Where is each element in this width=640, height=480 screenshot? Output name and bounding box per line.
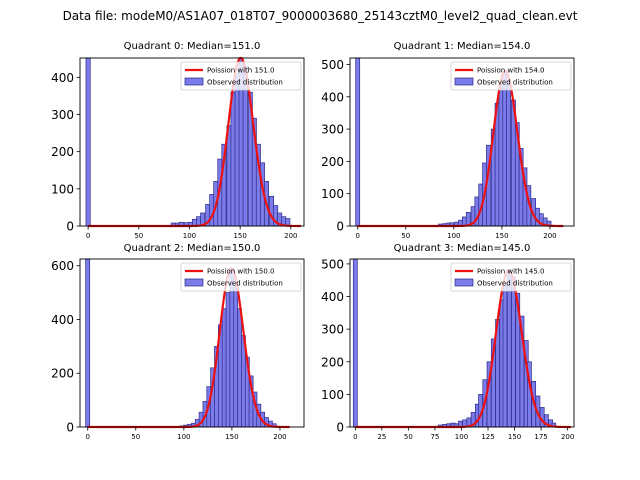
subplot-title: Quadrant 0: Median=151.0 [124, 41, 261, 52]
x-tick-label: 125 [481, 433, 494, 441]
legend-bar-swatch [184, 278, 204, 287]
histogram-bar [226, 125, 232, 227]
figure-suptitle: Data file: modeM0/AS1A07_018T07_90000036… [63, 9, 578, 23]
x-tick-label: 200 [561, 433, 574, 441]
x-tick-label: 100 [455, 433, 468, 441]
y-tick-label: 400 [51, 71, 74, 85]
y-tick-label: 100 [321, 388, 344, 402]
histogram-bar [502, 283, 508, 428]
y-tick-label: 400 [51, 313, 74, 327]
legend-bar-swatch [454, 77, 474, 86]
legend-label-observed: Observed distribution [207, 79, 283, 87]
legend-label-observed: Observed distribution [207, 280, 283, 288]
histogram-bar [511, 276, 516, 428]
histogram-bar [502, 70, 508, 227]
x-tick-label: 100 [183, 232, 196, 240]
legend-box [450, 61, 572, 91]
axes-frame [79, 258, 305, 428]
legend-label-poisson: Poission with 150.0 [207, 268, 275, 276]
y-tick-label: 600 [51, 259, 74, 273]
y-tick-label: 0 [336, 220, 344, 234]
legend-label-poisson: Poission with 151.0 [207, 67, 275, 75]
y-tick-label: 200 [321, 155, 344, 169]
x-tick-label: 0 [86, 232, 90, 240]
histogram-bar [237, 308, 242, 428]
legend-box [180, 262, 302, 292]
legend-bar-swatch [184, 77, 204, 86]
x-tick-label: 50 [134, 232, 143, 240]
histogram-bar-zero [352, 258, 358, 428]
histogram-bar [498, 83, 504, 227]
y-tick-label: 0 [66, 220, 74, 234]
histogram-bar-zero [85, 258, 91, 428]
legend-box [450, 262, 572, 292]
y-tick-label: 200 [51, 367, 74, 381]
axes-frame [79, 57, 305, 227]
subplot-quadrant-1: Quadrant 1: Median=154.0 0 50 100 150 200 0 10… [321, 41, 575, 240]
subplot-quadrant-2: Quadrant 2: Median=150.0 0 50 100 150 200 0 20… [51, 243, 305, 441]
x-tick-label: 50 [131, 433, 140, 441]
histogram-bar [233, 281, 239, 428]
x-tick-label: 150 [495, 232, 508, 240]
x-tick-label: 50 [404, 433, 413, 441]
x-tick-label: 200 [284, 232, 297, 240]
y-tick-label: 500 [321, 257, 344, 271]
y-tick-label: 0 [336, 421, 344, 435]
y-tick-label: 0 [66, 421, 74, 435]
y-tick-label: 400 [321, 290, 344, 304]
legend-box [180, 61, 302, 91]
x-tick-label: 100 [177, 433, 190, 441]
x-tick-label: 200 [543, 232, 556, 240]
legend-label-observed: Observed distribution [477, 280, 553, 288]
x-tick-label: 0 [85, 433, 89, 441]
histogram-bar-zero [355, 57, 361, 227]
y-tick-label: 100 [321, 187, 344, 201]
y-tick-label: 100 [51, 182, 74, 196]
histogram-bar [229, 268, 235, 428]
histogram-bar [506, 270, 512, 428]
subplot-quadrant-3: Quadrant 3: Median=145.0 0 25 50 75 100 125 15… [321, 243, 575, 441]
x-tick-label: 75 [430, 433, 439, 441]
x-tick-label: 150 [225, 433, 238, 441]
subplot-quadrant-0: Quadrant 0: Median=151.0 0 50 100 150 200 0 10… [51, 41, 305, 240]
y-tick-label: 400 [321, 90, 344, 104]
y-tick-label: 500 [321, 58, 344, 72]
y-tick-label: 200 [321, 355, 344, 369]
x-tick-label: 100 [447, 232, 460, 240]
subplot-title: Quadrant 1: Median=154.0 [394, 41, 531, 52]
x-tick-label: 150 [233, 232, 246, 240]
legend-label-poisson: Poission with 154.0 [477, 67, 545, 75]
histogram-bar [221, 308, 227, 428]
histogram-bar-zero [85, 57, 91, 227]
histogram-bar [225, 292, 231, 428]
x-tick-label: 175 [534, 433, 547, 441]
axes-frame [349, 258, 575, 428]
x-tick-label: 150 [508, 433, 521, 441]
subplot-title: Quadrant 2: Median=150.0 [124, 243, 261, 254]
y-tick-label: 300 [321, 323, 344, 337]
x-tick-label: 200 [273, 433, 286, 441]
subplot-title: Quadrant 3: Median=145.0 [394, 243, 531, 254]
y-tick-label: 200 [51, 145, 74, 159]
legend-bar-swatch [454, 278, 474, 287]
histogram-bar [506, 80, 511, 227]
x-tick-label: 25 [377, 433, 386, 441]
x-tick-label: 50 [401, 232, 410, 240]
axes-frame [349, 57, 575, 227]
legend-label-observed: Observed distribution [477, 79, 553, 87]
x-tick-label: 0 [355, 232, 359, 240]
histogram-bar [230, 91, 236, 227]
x-tick-label: 0 [353, 433, 357, 441]
y-tick-label: 300 [51, 108, 74, 122]
y-tick-label: 300 [321, 123, 344, 137]
legend-label-poisson: Poission with 145.0 [477, 268, 545, 276]
histogram-bar [234, 73, 240, 227]
